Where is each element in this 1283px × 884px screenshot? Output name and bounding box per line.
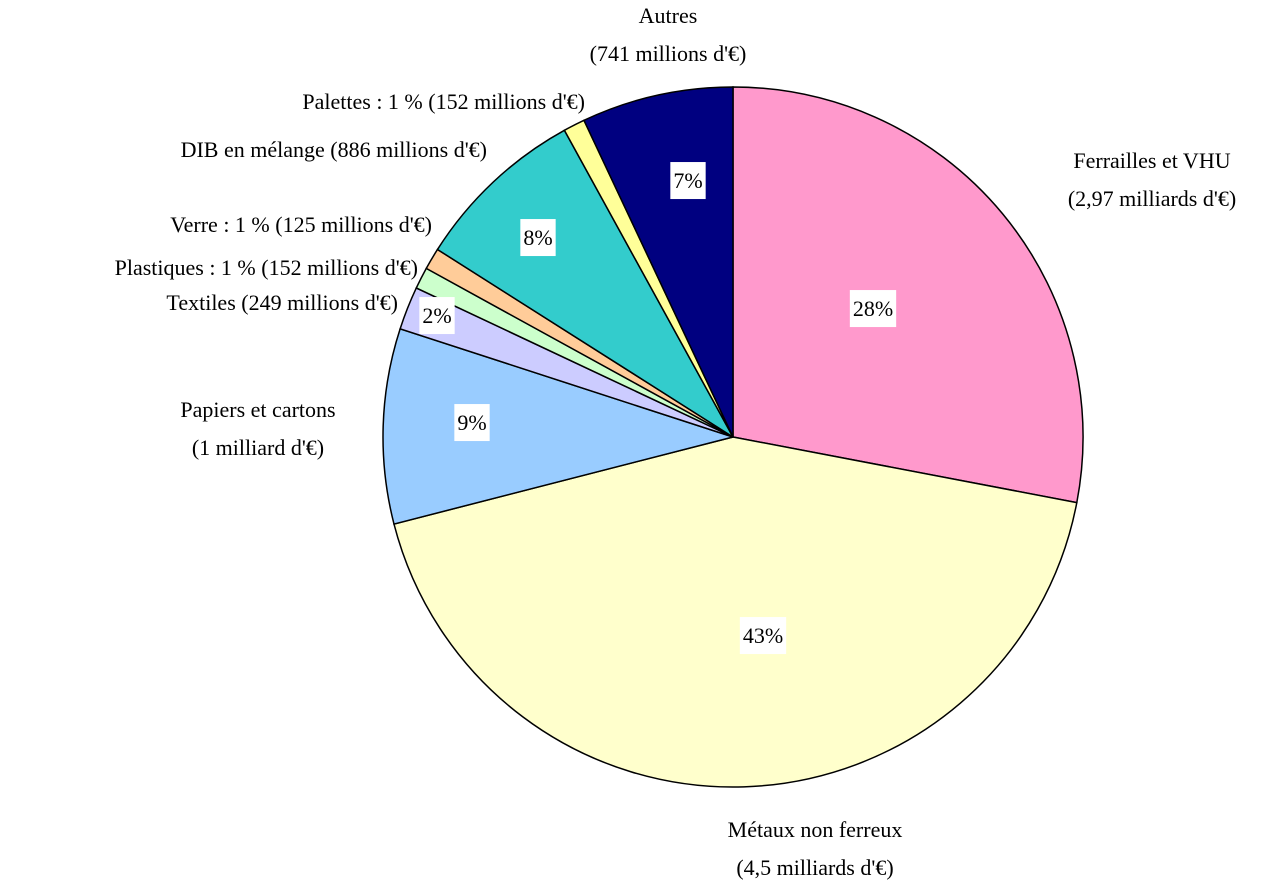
value-label: 28% xyxy=(849,290,897,328)
value-label-box xyxy=(849,290,897,328)
slice-label: Plastiques : 1 % (152 millions d'€) xyxy=(115,255,418,280)
value-label: 2% xyxy=(419,297,455,335)
pie-slice xyxy=(382,327,736,525)
slice-label: Palettes : 1 % (152 millions d'€) xyxy=(302,89,585,114)
slice-label: Ferrailles et VHU xyxy=(1073,148,1230,173)
value-label-text: 2% xyxy=(422,303,451,328)
value-label-text: 9% xyxy=(457,410,486,435)
slice-label: Papiers et cartons xyxy=(180,397,335,422)
value-label-box xyxy=(419,297,455,335)
slice-label: (4,5 milliards d'€) xyxy=(736,855,893,880)
pie-slice xyxy=(436,129,734,438)
value-label-text: 8% xyxy=(523,225,552,250)
value-label-box xyxy=(520,219,556,257)
value-label: 7% xyxy=(670,162,706,200)
pie-slice xyxy=(732,86,1084,504)
slice-label: Verre : 1 % (125 millions d'€) xyxy=(170,212,432,237)
pie-slice xyxy=(393,436,1078,788)
slice-label: Métaux non ferreux xyxy=(728,817,903,842)
value-label: 8% xyxy=(520,219,556,257)
value-label: 9% xyxy=(454,404,490,442)
slice-label: (1 milliard d'€) xyxy=(192,435,324,460)
slice-label: Textiles (249 millions d'€) xyxy=(166,290,398,315)
slice-label: (741 millions d'€) xyxy=(590,41,747,66)
value-label-text: 7% xyxy=(673,168,702,193)
slice-label: (2,97 milliards d'€) xyxy=(1068,186,1236,211)
value-label-text: 28% xyxy=(853,296,893,321)
value-label-text: 43% xyxy=(743,623,783,648)
value-label-box xyxy=(670,162,706,200)
value-label: 43% xyxy=(739,617,787,655)
value-label-box xyxy=(454,404,490,442)
value-label-box xyxy=(739,617,787,655)
slice-label: DIB en mélange (886 millions d'€) xyxy=(181,137,487,162)
slice-label: Autres xyxy=(639,3,698,28)
